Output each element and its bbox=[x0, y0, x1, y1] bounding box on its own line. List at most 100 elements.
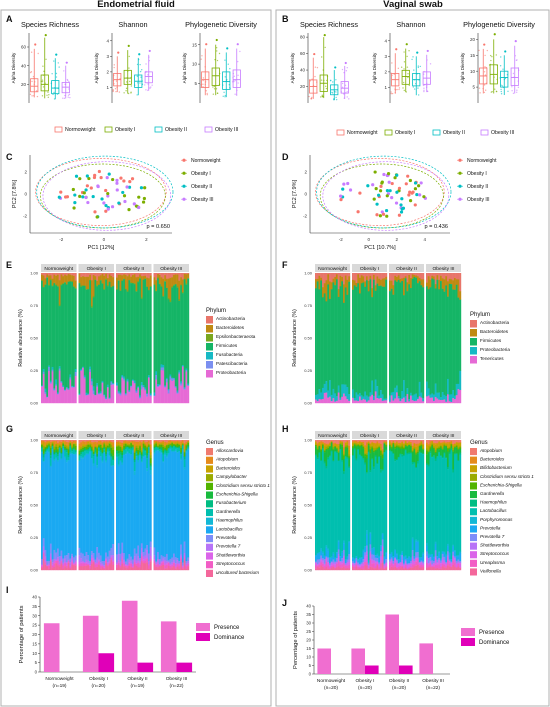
stacked-segment bbox=[71, 273, 74, 276]
stacked-segment bbox=[334, 567, 337, 569]
stacked-segment bbox=[389, 553, 391, 555]
stacked-segment bbox=[162, 364, 165, 368]
legend-swatch bbox=[470, 542, 477, 550]
stacked-segment bbox=[44, 284, 47, 389]
stacked-segment bbox=[457, 273, 460, 280]
stacked-segment bbox=[126, 382, 129, 404]
outlier-point bbox=[405, 43, 408, 46]
stacked-segment bbox=[128, 453, 131, 454]
stacked-segment bbox=[440, 443, 442, 446]
stacked-segment bbox=[443, 567, 446, 571]
stacked-segment bbox=[74, 444, 77, 447]
box-point bbox=[52, 93, 54, 96]
stacked-segment bbox=[53, 388, 56, 390]
stacked-segment bbox=[99, 393, 102, 395]
stacked-segment bbox=[49, 447, 52, 454]
sample-point bbox=[102, 201, 106, 205]
stacked-segment bbox=[380, 568, 382, 571]
stacked-segment bbox=[92, 451, 95, 454]
stacked-segment bbox=[117, 564, 120, 571]
stacked-segment bbox=[41, 274, 43, 281]
stacked-segment bbox=[422, 554, 425, 562]
box-point bbox=[488, 64, 491, 66]
stacked-segment bbox=[315, 442, 317, 445]
stacked-segment bbox=[426, 286, 428, 382]
stacked-segment bbox=[315, 273, 317, 280]
stacked-segment bbox=[344, 562, 347, 565]
stacked-segment bbox=[454, 551, 456, 557]
stacked-segment bbox=[401, 551, 404, 554]
stacked-segment bbox=[164, 386, 167, 388]
stacked-segment bbox=[80, 449, 83, 451]
box-point bbox=[408, 50, 410, 52]
stacked-segment bbox=[359, 567, 361, 569]
stacked-segment bbox=[58, 304, 61, 307]
stacked-segment bbox=[56, 285, 59, 287]
stacked-segment bbox=[80, 368, 83, 371]
stacked-segment bbox=[128, 391, 131, 393]
stacked-segment bbox=[187, 441, 190, 443]
stacked-segment bbox=[410, 558, 412, 562]
box-point bbox=[227, 63, 229, 65]
stacked-segment bbox=[167, 448, 170, 454]
stacked-segment bbox=[454, 559, 456, 563]
box-point bbox=[213, 88, 216, 90]
stacked-segment bbox=[51, 568, 54, 571]
stacked-segment bbox=[74, 451, 77, 454]
legend-swatch bbox=[104, 126, 113, 133]
stacked-segment bbox=[51, 440, 54, 442]
stacked-segment bbox=[367, 400, 370, 404]
stacked-segment bbox=[346, 444, 349, 447]
stacked-segment bbox=[383, 442, 386, 444]
stacked-segment bbox=[183, 459, 186, 468]
stacked-segment bbox=[341, 441, 344, 442]
stacked-segment bbox=[58, 453, 61, 557]
stacked-segment bbox=[183, 456, 186, 458]
box-point bbox=[145, 89, 147, 91]
stacked-segment bbox=[85, 565, 88, 571]
stacked-segment bbox=[455, 442, 458, 446]
stacked-segment bbox=[452, 289, 455, 391]
x-category-label: Obesity I bbox=[89, 676, 108, 682]
confidence-ellipse bbox=[40, 163, 166, 229]
stacked-segment bbox=[69, 445, 72, 447]
left-panel-frame bbox=[0, 9, 272, 707]
legend-label: Obesity III bbox=[491, 130, 514, 136]
stacked-segment bbox=[62, 447, 65, 450]
sample-point bbox=[395, 173, 399, 177]
stacked-segment bbox=[385, 442, 388, 445]
legend-label: Prevotella 7 bbox=[480, 534, 505, 539]
stacked-segment bbox=[116, 564, 118, 568]
stacked-segment bbox=[346, 386, 349, 400]
stacked-segment bbox=[337, 549, 340, 555]
stacked-segment bbox=[181, 445, 184, 447]
stacked-segment bbox=[128, 444, 131, 446]
stacked-segment bbox=[397, 569, 400, 571]
stacked-segment bbox=[378, 445, 381, 448]
stacked-segment bbox=[448, 552, 451, 560]
box-point bbox=[419, 65, 422, 68]
stacked-segment bbox=[67, 559, 70, 561]
stacked-segment bbox=[124, 442, 127, 444]
stacked-segment bbox=[367, 568, 370, 571]
stacked-segment bbox=[80, 552, 83, 559]
stacked-segment bbox=[146, 396, 149, 404]
stacked-segment bbox=[348, 466, 351, 469]
stacked-segment bbox=[64, 562, 67, 564]
stacked-segment bbox=[160, 443, 163, 446]
stacked-segment bbox=[413, 463, 416, 557]
stacked-segment bbox=[126, 558, 129, 565]
y-tick-label: 0.00 bbox=[304, 568, 313, 573]
stacked-segment bbox=[378, 456, 381, 458]
stacked-segment bbox=[181, 568, 184, 571]
box-point bbox=[316, 66, 319, 69]
stacked-segment bbox=[135, 291, 138, 390]
stacked-segment bbox=[330, 562, 333, 564]
stacked-segment bbox=[48, 565, 51, 569]
stacked-segment bbox=[366, 545, 368, 552]
stacked-segment bbox=[373, 274, 375, 280]
stacked-segment bbox=[330, 273, 333, 283]
stacked-segment bbox=[83, 273, 86, 277]
stacked-segment bbox=[383, 398, 386, 401]
stacked-segment bbox=[389, 559, 391, 562]
